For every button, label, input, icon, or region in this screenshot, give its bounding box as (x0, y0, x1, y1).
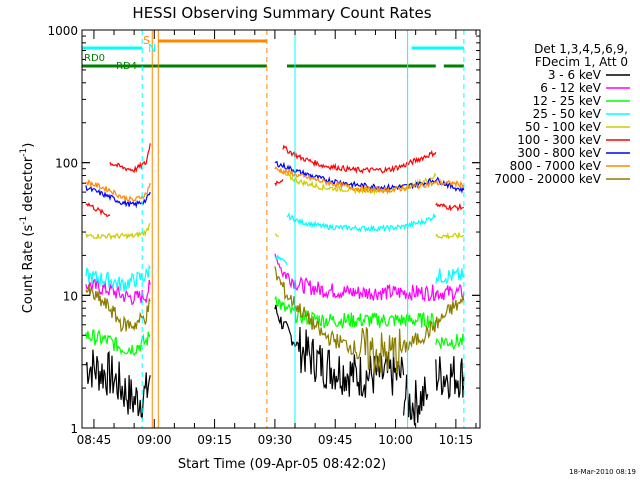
y-tick-label: 1 (70, 422, 78, 436)
y-axis-label-main: Count Rate (s (21, 225, 36, 314)
x-tick-label: 08:45 (77, 433, 112, 447)
series-line-12-25-0 (85, 328, 151, 357)
series-line-25-50-3 (435, 266, 465, 285)
legend: Det 1,3,4,5,6,9, FDecim 1, Att 0 3 - 6 k… (494, 42, 630, 186)
annotation-rd0: RD0 (84, 53, 105, 64)
legend-label-7000-20000: 7000 - 20000 keV (494, 172, 601, 186)
series-line-6-12-0 (85, 277, 151, 306)
plot-frame (81, 29, 481, 429)
chart-flags (82, 30, 465, 428)
annotation-rd4: RD4 (116, 61, 137, 72)
x-tick-label: 09:15 (197, 433, 232, 447)
legend-label-25-50: 25 - 50 keV (533, 107, 602, 121)
x-tick-label: 09:00 (137, 433, 172, 447)
chart-title: HESSI Observing Summary Count Rates (132, 4, 431, 22)
series-line-50-100-3 (435, 231, 465, 240)
legend-header-2: FDecim 1, Att 0 (535, 55, 628, 69)
series-line-25-50-0 (85, 263, 151, 292)
x-tick-label: 10:00 (378, 433, 413, 447)
series-7000-20000 (85, 266, 465, 374)
x-tick-label: 09:45 (318, 433, 353, 447)
y-tick-label: 100 (55, 157, 78, 171)
y-axis-label-sup2: -1 (19, 148, 29, 157)
legend-label-50-100: 50 - 100 keV (525, 120, 602, 134)
y-axis-label-sup1: -1 (19, 216, 29, 225)
series-line-100-300-1 (109, 143, 151, 174)
series-line-800-7000-0 (85, 179, 151, 203)
series-line-300-800-0 (85, 185, 151, 209)
series-line-800-7000-1 (274, 166, 465, 195)
y-tick-label: 10 (63, 289, 78, 303)
y-axis: 1 10 100 1000 (47, 24, 480, 436)
annotation-n: N (148, 42, 156, 55)
legend-label-800-7000: 800 - 7000 keV (510, 159, 602, 173)
chart-marks (85, 143, 465, 426)
series-25-50 (85, 212, 465, 292)
x-axis: 08:45 09:00 09:15 09:30 09:45 10:00 10:15 (77, 30, 477, 447)
series-line-3-6-1 (274, 304, 405, 398)
x-axis-label: Start Time (09-Apr-05 08:42:02) (178, 457, 386, 472)
y-axis-label: Count Rate (s-1 detector-1) (19, 143, 36, 314)
series-line-50-100-1 (274, 233, 280, 237)
y-axis-label-mid: detector (21, 156, 36, 216)
series-line-6-12-2 (435, 283, 465, 303)
series-line-100-300-4 (435, 202, 465, 212)
series-800-7000 (85, 166, 465, 203)
series-line-50-100-2 (278, 169, 437, 196)
series-line-6-12-1 (274, 253, 437, 303)
series-6-12 (85, 253, 465, 306)
legend-label-100-300: 100 - 300 keV (517, 133, 601, 147)
series-line-12-25-1 (274, 295, 437, 330)
y-axis-label-end: ) (21, 143, 36, 148)
annotation-s: S (143, 34, 150, 47)
x-tick-label: 10:15 (439, 433, 474, 447)
legend-label-300-800: 300 - 800 keV (517, 146, 601, 160)
series-line-7000-20000-0 (85, 284, 151, 333)
legend-label-6-12: 6 - 12 keV (540, 81, 602, 95)
series-12-25 (85, 295, 465, 357)
series-line-25-50-2 (286, 212, 437, 233)
series-line-7000-20000-1 (274, 266, 465, 374)
footer-timestamp: 18-Mar-2010 08:19 (569, 468, 636, 476)
series-line-12-25-2 (435, 333, 465, 351)
series-line-50-100-0 (85, 222, 151, 241)
x-tick-label: 09:30 (258, 433, 293, 447)
legend-label-3-6: 3 - 6 keV (548, 68, 602, 82)
series-100-300 (85, 143, 465, 218)
series-line-100-300-2 (274, 178, 284, 187)
y-tick-label: 1000 (47, 24, 78, 38)
series-50-100 (85, 169, 465, 241)
series-line-100-300-3 (282, 144, 437, 175)
legend-label-12-25: 12 - 25 keV (533, 94, 602, 108)
series-line-25-50-1 (274, 254, 288, 266)
series-line-3-6-3 (435, 356, 465, 400)
legend-header-1: Det 1,3,4,5,6,9, (534, 42, 628, 56)
series-line-3-6-0 (85, 349, 151, 420)
series-line-100-300-0 (85, 202, 111, 218)
